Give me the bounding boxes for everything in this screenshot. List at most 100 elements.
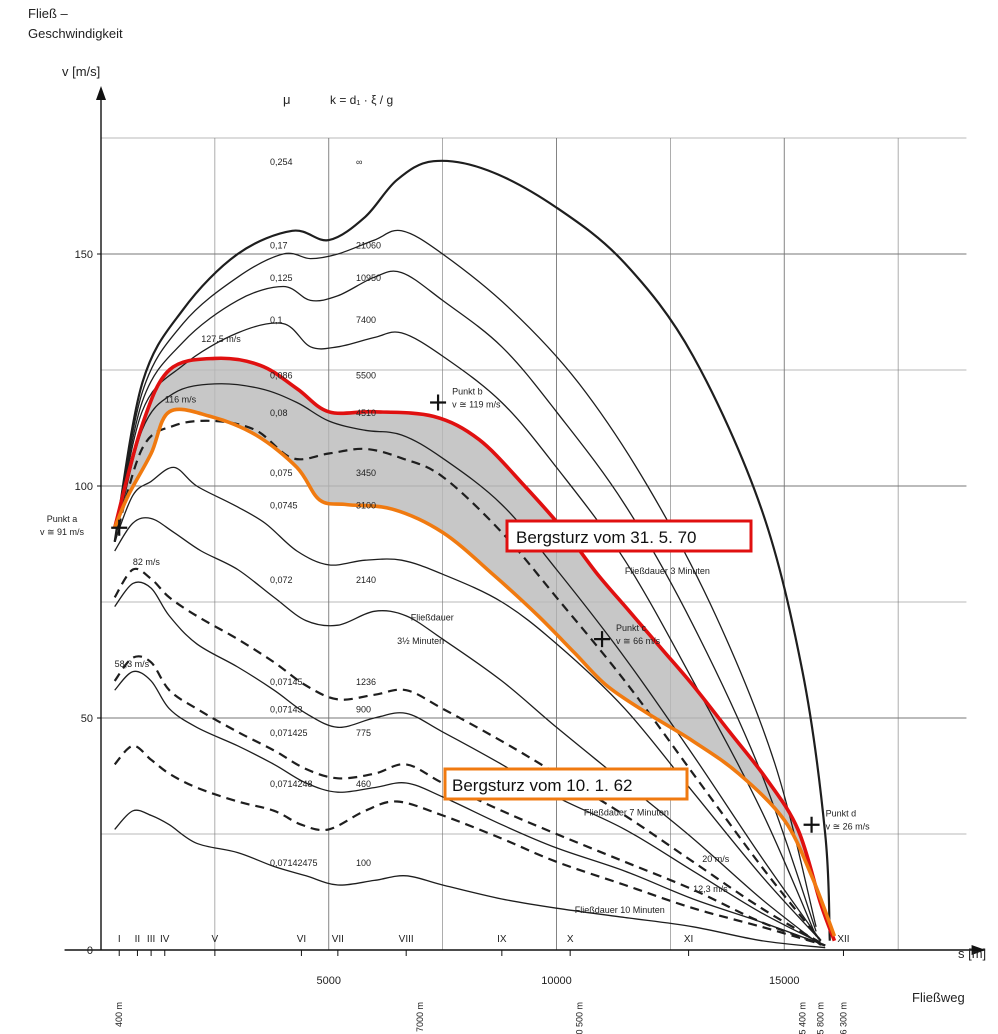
k-column-header: k = d₁ · ξ / g — [330, 93, 393, 107]
station-label: II — [135, 934, 141, 945]
x-tick-label: 15000 — [769, 975, 800, 987]
station-label: VII — [332, 934, 344, 945]
mu-value: 0,0714248 — [270, 779, 313, 789]
velocity-curve — [114, 670, 826, 947]
velocity-curve — [114, 270, 817, 932]
point-marker — [594, 631, 611, 648]
k-value: 100 — [356, 858, 371, 868]
point-markers — [111, 394, 820, 833]
mu-value: 0,08 — [270, 408, 288, 418]
mu-value: 0,1 — [270, 315, 283, 325]
x-axis-unit: s [m] — [958, 946, 986, 961]
mu-value: 0,07142475 — [270, 858, 318, 868]
velocity-curve — [114, 466, 822, 942]
mu-value: 0,086 — [270, 371, 293, 381]
k-value: ∞ — [356, 157, 362, 167]
k-value: 460 — [356, 779, 371, 789]
velocity-curve — [114, 229, 817, 927]
point-label: Punkt d — [826, 809, 857, 819]
y-axis-unit: v [m/s] — [62, 64, 100, 79]
k-value: 10950 — [356, 273, 381, 283]
x-rotated-label: 15 400 m — [797, 1002, 807, 1034]
mu-value: 0,075 — [270, 468, 293, 478]
velocity-curve — [113, 567, 826, 947]
curve-annotation: Fließdauer 3 Minuten — [625, 566, 710, 576]
station-label: XII — [837, 934, 849, 945]
y-axis-title-line2: Geschwindigkeit — [28, 26, 123, 41]
point-marker — [430, 394, 447, 411]
velocity-curve — [113, 159, 831, 941]
curve-annotation: 58,3 m/s — [115, 659, 150, 669]
k-value: 2140 — [356, 575, 376, 585]
point-value: v ≅ 119 m/s — [452, 399, 501, 409]
velocity-curve — [114, 383, 822, 942]
point-marker — [111, 519, 128, 536]
station-label: III — [147, 934, 155, 945]
y-tick-label: 50 — [81, 713, 93, 725]
y-tick-label: 100 — [75, 481, 93, 493]
point-value: v ≅ 66 m/s — [616, 636, 661, 646]
event-curve-1962 — [113, 407, 837, 937]
velocity-curve — [113, 744, 826, 947]
x-rotated-label: 7000 m — [415, 1002, 425, 1032]
curve-annotation: Fließdauer — [411, 613, 454, 623]
station-label: VIII — [399, 934, 414, 945]
curve-annotation: 12,3 m/s — [693, 884, 728, 894]
velocity-curve — [114, 581, 826, 946]
mu-value: 0,071425 — [270, 728, 308, 738]
mu-value: 0,17 — [270, 241, 288, 251]
x-tick-label: 10000 — [541, 975, 572, 987]
x-axis-title: Fließweg — [912, 990, 965, 1005]
shaded-band — [114, 358, 835, 941]
x-axis-arrow — [971, 945, 986, 955]
x-rotated-label: 15 800 m — [816, 1002, 826, 1034]
point-label: Punkt c — [616, 623, 647, 633]
velocity-curves — [112, 159, 837, 949]
x-rotated-label: 400 m — [114, 1002, 124, 1027]
station-label: XI — [684, 934, 693, 945]
curve-annotation: 3½ Minuten — [397, 636, 444, 646]
mu-value: 0,072 — [270, 575, 293, 585]
labels: 0 50 100 150 5000 10000 15000 400 m 7000 m 10 500… — [40, 157, 870, 1034]
point-label: Punkt a — [47, 514, 78, 524]
mu-value: 0,07143 — [270, 705, 303, 715]
x-rotated-label: 10 500 m — [574, 1002, 584, 1034]
curve-annotation: 127,5 m/s — [201, 334, 241, 344]
mu-value: 0,0745 — [270, 501, 298, 511]
x-rotated-label: 16 300 m — [838, 1002, 848, 1034]
event-band — [114, 358, 835, 941]
axes — [64, 86, 986, 956]
point-value: v ≅ 26 m/s — [826, 822, 871, 832]
velocity-curve — [114, 809, 826, 949]
y-tick-label: 150 — [75, 249, 93, 261]
y-axis-title-line1: Fließ – — [28, 6, 69, 21]
k-value: 7400 — [356, 315, 376, 325]
legend-1970-text: Bergsturz vom 31. 5. 70 — [516, 528, 696, 547]
mu-column-header: μ — [283, 92, 291, 107]
x-tick-label: 5000 — [317, 975, 341, 987]
curve-annotation: 20 m/s — [702, 854, 730, 864]
y-axis-arrow — [96, 86, 106, 100]
k-value: 5500 — [356, 371, 376, 381]
station-label: VI — [297, 934, 306, 945]
curve-annotation: 82 m/s — [133, 557, 161, 567]
y-tick-label: 0 — [87, 945, 93, 957]
velocity-curve — [114, 322, 817, 937]
legend-box-1970: Bergsturz vom 31. 5. 70 — [505, 519, 753, 553]
station-label: X — [567, 934, 574, 945]
curve-annotation: Fließdauer 10 Minuten — [575, 905, 665, 915]
curve-annotation: 116 m/s — [165, 394, 197, 404]
legend-box-1962: Bergsturz vom 10. 1. 62 — [443, 767, 689, 801]
velocity-curve — [114, 517, 822, 946]
station-label: I — [118, 934, 121, 945]
point-marker — [803, 816, 820, 833]
mu-value: 0,254 — [270, 157, 293, 167]
k-value: 3100 — [356, 501, 376, 511]
point-value: v ≅ 91 m/s — [40, 527, 85, 537]
k-value: 21060 — [356, 241, 381, 251]
event-curve-1970 — [112, 356, 837, 942]
velocity-curve — [113, 419, 822, 942]
curve-annotation: Fließdauer 7 Minuten — [584, 807, 669, 817]
k-value: 4510 — [356, 408, 376, 418]
